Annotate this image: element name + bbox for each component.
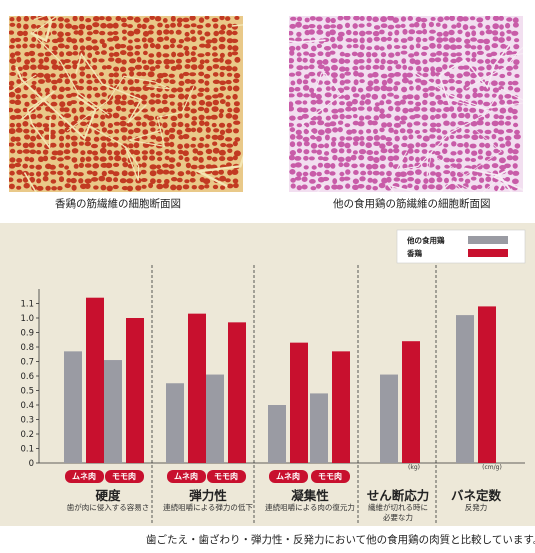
group-subtitle: 歯が肉に侵入する容易さ <box>66 503 150 512</box>
bar-other-1-0 <box>166 383 184 463</box>
unit-label: (cm/g) <box>482 464 502 471</box>
meat-part-label: ムネ肉 <box>64 470 104 483</box>
bar-koukei-0-1 <box>126 318 144 463</box>
meat-part-label: モモ肉 <box>310 470 350 483</box>
bar-koukei-0-0 <box>86 297 104 463</box>
group-subtitle: 連続咀嚼による弾力の低下 <box>163 503 253 512</box>
bar-other-0-1 <box>104 360 122 463</box>
bar-koukei-3-0 <box>402 341 420 463</box>
group-title: 凝集性 <box>291 488 329 503</box>
group-subtitle: 反発力 <box>464 503 488 512</box>
group-title: 弾力性 <box>189 488 227 503</box>
y-tick-label: 0.2 <box>20 430 34 440</box>
group-title: バネ定数 <box>450 488 501 503</box>
y-tick-label: 0.3 <box>20 416 34 426</box>
y-tick-label: 0.9 <box>20 329 34 339</box>
meat-part-label: ムネ肉 <box>268 470 308 483</box>
legend-swatch-0 <box>468 236 508 244</box>
bar-koukei-1-0 <box>188 313 206 463</box>
texture-comparison-chart: 他の食用鶏香鶏 0 0.1 0.2 0.3 0.4 0.5 0.6 0.7 0.8 0.9 1.0 1.… <box>0 223 535 526</box>
bar-other-1-1 <box>206 374 224 463</box>
bar-other-2-1 <box>310 393 328 463</box>
bar-koukei-2-1 <box>332 351 350 463</box>
group-subtitle: 連続咀嚼による肉の復元力 <box>265 503 355 512</box>
group-subtitle: 繊維が切れる時に <box>368 503 428 512</box>
meat-part-label: ムネ肉 <box>166 470 206 483</box>
group-title: 硬度 <box>95 488 121 503</box>
bar-koukei-4-0 <box>478 306 496 463</box>
bar-koukei-1-1 <box>228 322 246 463</box>
footnote: 歯ごたえ・歯ざわり・弾力性・反発力において他の食用鶏の肉質と比較しています。 <box>146 534 535 546</box>
y-tick-label: 0.5 <box>20 387 34 397</box>
bar-other-2-0 <box>268 405 286 463</box>
y-tick-label: 1.1 <box>20 300 34 310</box>
legend-label-0: 他の食用鶏 <box>406 235 445 245</box>
legend-label-1: 香鶏 <box>406 248 422 258</box>
y-tick-label: 0 <box>29 459 34 469</box>
bar-other-3-0 <box>380 374 398 463</box>
legend-swatch-1 <box>468 249 508 257</box>
meat-part-label: モモ肉 <box>206 470 246 483</box>
y-tick-label: 0.1 <box>20 445 34 455</box>
group-title: せん断応力 <box>366 488 430 503</box>
y-tick-label: 0.7 <box>20 358 34 368</box>
y-tick-label: 1.0 <box>20 314 34 324</box>
other-chicken-muscle-photo <box>289 16 523 192</box>
group-subtitle: 必要な力 <box>383 513 413 522</box>
meat-part-label: モモ肉 <box>104 470 144 483</box>
unit-label: (kg) <box>408 464 420 471</box>
koukei-photo-caption: 香鶏の筋繊維の細胞断面図 <box>55 198 181 210</box>
other-photo-caption: 他の食用鶏の筋繊維の細胞断面図 <box>333 198 491 210</box>
koukei-muscle-photo <box>9 16 243 192</box>
y-tick-label: 0.6 <box>20 372 34 382</box>
y-tick-label: 0.4 <box>20 401 34 411</box>
y-tick-label: 0.8 <box>20 343 34 353</box>
bar-koukei-2-0 <box>290 342 308 463</box>
bar-other-4-0 <box>456 315 474 463</box>
bar-other-0-0 <box>64 351 82 463</box>
